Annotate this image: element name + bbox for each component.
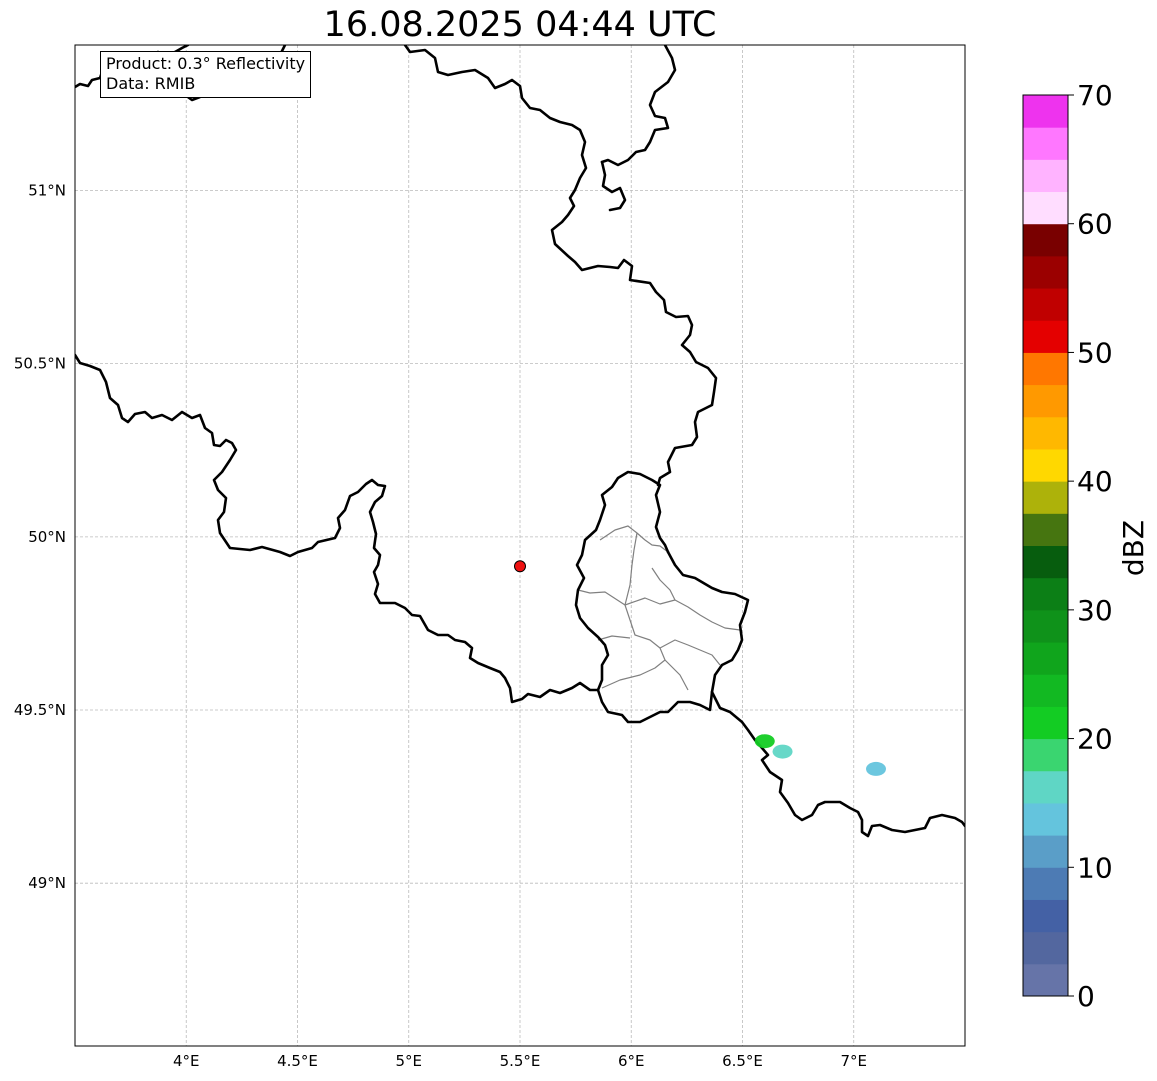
map-title: 16.08.2025 04:44 UTC bbox=[323, 5, 717, 45]
colorbar-tick-label: 60 bbox=[1077, 208, 1113, 241]
colorbar-bin bbox=[1023, 95, 1068, 128]
colorbar-bin bbox=[1023, 577, 1068, 611]
colorbar-tick-label: 30 bbox=[1077, 594, 1113, 627]
lon-tick-label: 6.5°E bbox=[722, 1052, 763, 1070]
colorbar-bin bbox=[1023, 448, 1068, 482]
radar-echo bbox=[866, 761, 886, 776]
colorbar-bin bbox=[1023, 642, 1068, 675]
lon-tick-label: 6°E bbox=[618, 1052, 645, 1070]
colorbar-bin bbox=[1023, 223, 1068, 257]
lat-tick-label: 49.5°N bbox=[14, 701, 66, 719]
colorbar-bin bbox=[1023, 416, 1068, 450]
lon-tick-label: 4.5°E bbox=[277, 1052, 318, 1070]
colorbar-bin bbox=[1023, 352, 1068, 386]
radar-echo bbox=[754, 734, 775, 749]
colorbar-bin bbox=[1023, 706, 1068, 740]
lat-tick-label: 49°N bbox=[28, 874, 66, 892]
lon-tick-label: 5.5°E bbox=[500, 1052, 541, 1070]
lon-tick-label: 4°E bbox=[173, 1052, 200, 1070]
lon-tick-label: 7°E bbox=[840, 1052, 867, 1070]
lat-tick-label: 51°N bbox=[28, 181, 66, 199]
colorbar-label: dBZ bbox=[1117, 520, 1150, 576]
lon-tick-label: 5°E bbox=[395, 1052, 422, 1070]
colorbar-bin bbox=[1023, 320, 1068, 353]
colorbar-bin bbox=[1023, 609, 1068, 643]
colorbar-bin bbox=[1023, 963, 1068, 997]
colorbar-bin bbox=[1023, 127, 1068, 160]
radar-echoes bbox=[754, 734, 886, 776]
colorbar-bin bbox=[1023, 513, 1068, 546]
lat-tick-label: 50.5°N bbox=[14, 355, 66, 373]
dbz-colorbar: 0 10 20 30 40 50 60 70 bbox=[1022, 79, 1113, 1013]
colorbar-bin bbox=[1023, 545, 1068, 579]
colorbar-bin bbox=[1023, 191, 1068, 225]
colorbar-tick-label: 70 bbox=[1077, 79, 1113, 112]
colorbar-bin bbox=[1023, 384, 1068, 418]
product-text: Product: 0.3° Reflectivity bbox=[106, 54, 306, 73]
colorbar-bin bbox=[1023, 255, 1068, 289]
colorbar-tick-label: 0 bbox=[1077, 980, 1095, 1013]
lat-tick-label: 50°N bbox=[28, 528, 66, 546]
colorbar-frame bbox=[1022, 94, 1069, 997]
colorbar-tick-label: 10 bbox=[1077, 851, 1113, 884]
map-frame bbox=[74, 44, 966, 1047]
colorbar-bin bbox=[1023, 288, 1068, 321]
colorbar-bin bbox=[1023, 835, 1068, 868]
graticule bbox=[75, 45, 965, 1046]
product-info-box: Product: 0.3° Reflectivity Data: RMIB bbox=[100, 51, 312, 98]
canton-boundaries bbox=[577, 525, 741, 691]
colorbar-tick-label: 50 bbox=[1077, 336, 1113, 369]
radar-site-marker bbox=[514, 560, 526, 573]
data-source-text: Data: RMIB bbox=[106, 74, 196, 93]
colorbar-tick-label: 20 bbox=[1077, 723, 1113, 756]
colorbar-bin bbox=[1023, 481, 1068, 514]
axis-ticks: 4°E 4.5°E 5°E 5.5°E 6°E 6.5°E 7°E 51°N 50.5°N 50°… bbox=[14, 181, 867, 1070]
colorbar-bin bbox=[1023, 770, 1068, 804]
map-content bbox=[75, 45, 965, 838]
colorbar-bin bbox=[1023, 899, 1068, 933]
colorbar-bin bbox=[1023, 674, 1068, 707]
colorbar-tick-label: 40 bbox=[1077, 465, 1113, 498]
colorbar-bin bbox=[1023, 931, 1068, 965]
colorbar-bin bbox=[1023, 867, 1068, 900]
colorbar-bin bbox=[1023, 159, 1068, 193]
colorbar-bin bbox=[1023, 802, 1068, 836]
radar-echo bbox=[772, 744, 793, 759]
colorbar-bin bbox=[1023, 738, 1068, 772]
